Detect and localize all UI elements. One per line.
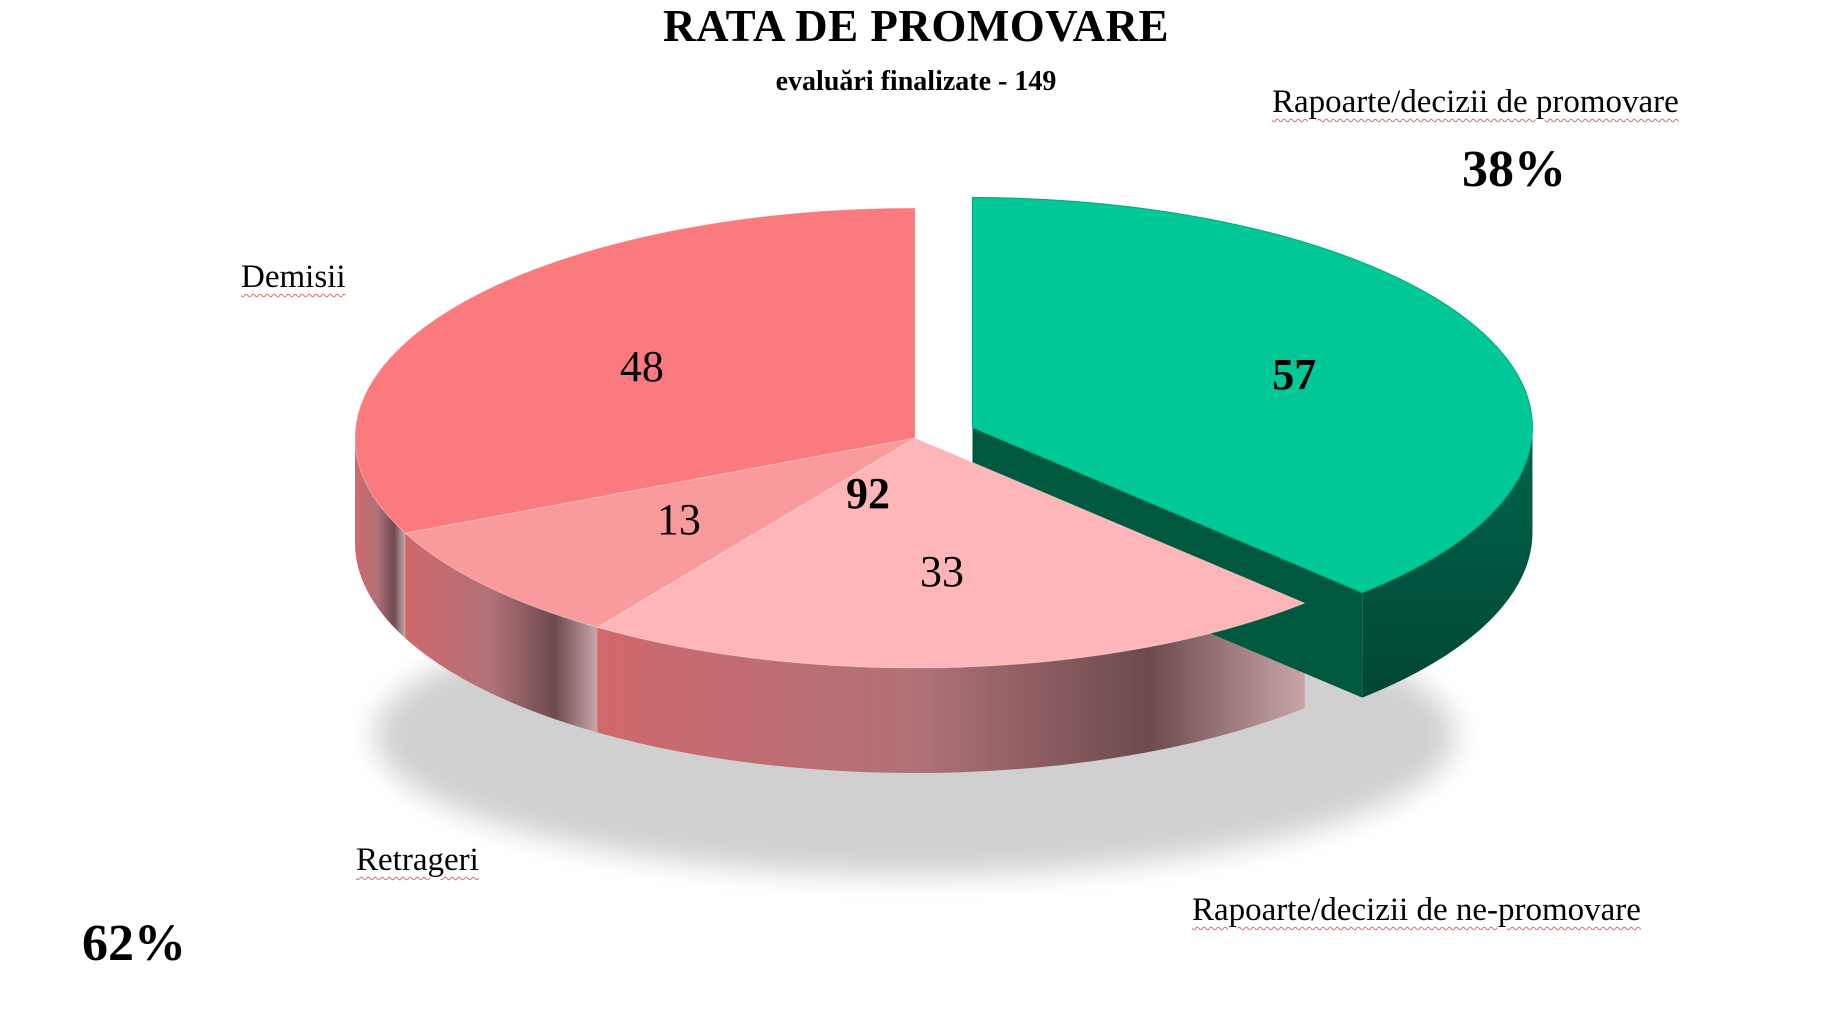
legend-label-retrageri: Retrageri [356,842,479,878]
chart-title: RATA DE PROMOVARE [662,1,1170,51]
pie-slice-side-0 [1362,427,1533,698]
data-label-3: 48 [620,342,664,391]
pie-slice-3 [354,207,916,534]
legend-label-demisii: Demisii [241,259,346,295]
pie-slice-side-3 [355,438,406,639]
chart-subtitle: evaluări finalizate - 149 [775,66,1057,97]
pie-slice-side-1 [597,603,1305,773]
pie-slice-2 [404,437,916,628]
percent-ne-promovare: 62% [82,915,186,972]
data-label-0: 57 [1272,350,1316,399]
legend-label-ne-promovare: Rapoarte/decizii de ne-promovare [1192,892,1641,928]
pie-slice-side-2 [405,533,598,733]
pie-slice-0 [971,197,1533,594]
legend-label-promovare: Rapoarte/decizii de promovare [1272,84,1679,120]
pie-slice-1 [595,437,1307,669]
group-total-label: 92 [846,469,890,518]
percent-promovare: 38% [1462,141,1566,198]
data-label-2: 13 [657,495,701,544]
data-label-1: 33 [920,547,964,596]
